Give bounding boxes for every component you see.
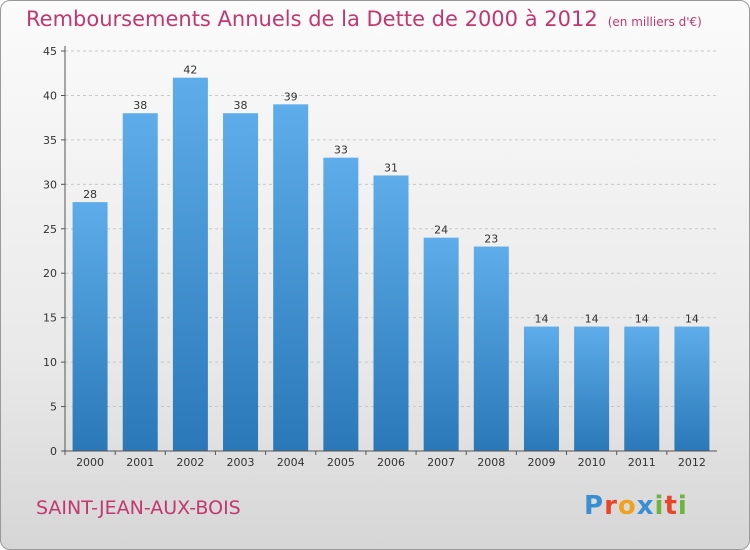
bar-2010 [574, 326, 610, 451]
logo-letter: t [664, 491, 678, 521]
data-label: 23 [484, 233, 498, 246]
data-label: 14 [685, 313, 699, 326]
y-tick-label: 0 [50, 445, 57, 458]
y-tick-label: 25 [43, 223, 57, 236]
bar-2012 [674, 326, 710, 451]
x-tick-label: 2009 [527, 456, 555, 469]
bar-2004 [273, 104, 309, 451]
proxiti-logo: Proxiti [584, 491, 688, 521]
commune-name: SAINT-JEAN-AUX-BOIS [36, 497, 241, 519]
y-tick-label: 20 [43, 267, 57, 280]
bar-2005 [323, 157, 359, 451]
bar-2011 [624, 326, 660, 451]
logo-letter: i [654, 491, 665, 521]
x-tick-label: 2008 [477, 456, 505, 469]
x-tick-label: 2003 [227, 456, 255, 469]
data-label: 14 [585, 313, 599, 326]
x-tick-label: 2010 [578, 456, 606, 469]
chart-title-text: Remboursements Annuels de la Dette de 20… [26, 7, 598, 31]
chart-unit: (en milliers d'€) [607, 15, 702, 29]
bars [72, 77, 710, 452]
data-label: 42 [183, 64, 197, 77]
bar-2009 [523, 326, 559, 451]
x-tick-label: 2012 [678, 456, 706, 469]
x-tick-label: 2007 [427, 456, 455, 469]
data-label: 38 [234, 99, 248, 112]
y-tick-labels: 0 5 10 15 20 25 30 35 40 45 [43, 45, 57, 458]
logo-letter: x [636, 491, 655, 521]
x-tick-label: 2001 [126, 456, 154, 469]
bar-2006 [373, 175, 409, 451]
bar-2000 [72, 202, 108, 451]
bar-2002 [172, 77, 208, 452]
y-tick-label: 15 [43, 312, 57, 325]
y-tick-label: 30 [43, 178, 57, 191]
y-tick-label: 10 [43, 356, 57, 369]
x-tick-labels: 2000 2001 2002 2003 2004 2005 2006 2007 2008 2009… [76, 456, 706, 469]
bar-2001 [122, 113, 158, 451]
chart-title: Remboursements Annuels de la Dette de 20… [26, 7, 702, 31]
logo-letter: o [617, 491, 637, 521]
logo-letter: P [584, 491, 605, 521]
x-tick-label: 2006 [377, 456, 405, 469]
bar-2008 [473, 246, 509, 451]
data-labels: 28 38 42 38 39 33 31 24 23 14 14 14 14 [83, 64, 699, 326]
data-label: 38 [133, 99, 147, 112]
x-tick-label: 2004 [277, 456, 305, 469]
y-tick-label: 45 [43, 45, 57, 58]
logo-letter: i [677, 491, 688, 521]
data-label: 14 [635, 313, 649, 326]
x-tick-label: 2011 [628, 456, 656, 469]
data-label: 33 [334, 144, 348, 157]
y-tick-label: 35 [43, 134, 57, 147]
y-tick-label: 40 [43, 89, 57, 102]
x-tick-label: 2005 [327, 456, 355, 469]
data-label: 24 [434, 224, 448, 237]
bar-2003 [223, 113, 259, 451]
data-label: 28 [83, 188, 97, 201]
bar-2007 [423, 237, 459, 451]
data-label: 14 [534, 313, 548, 326]
x-tick-label: 2002 [176, 456, 204, 469]
logo-letter: r [604, 491, 618, 521]
y-tick-label: 5 [50, 401, 57, 414]
data-label: 31 [384, 161, 398, 174]
data-label: 39 [284, 90, 298, 103]
axes [64, 46, 717, 455]
x-tick-label: 2000 [76, 456, 104, 469]
